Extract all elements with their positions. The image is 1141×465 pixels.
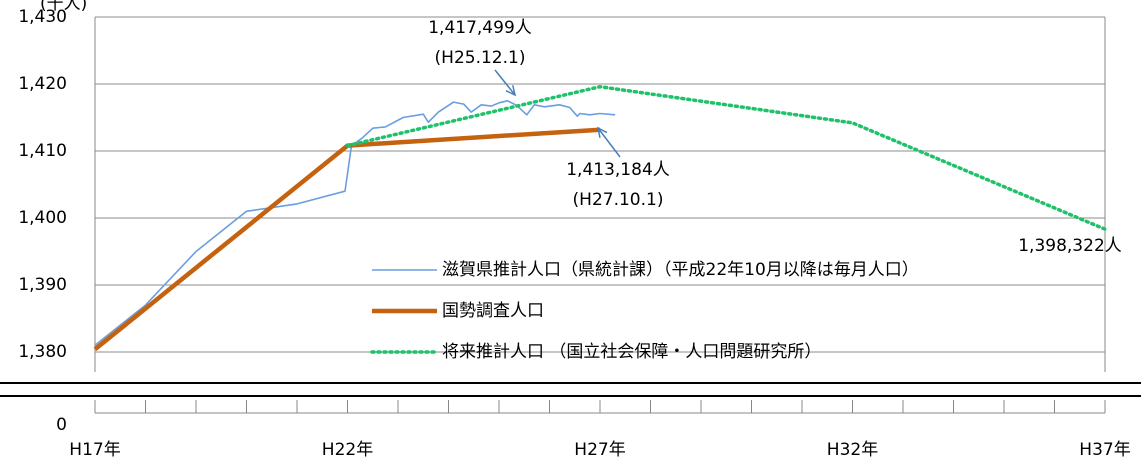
annotation: 1,398,322人 [1018, 236, 1122, 256]
annotation-arrowhead [505, 85, 517, 97]
y-tick-label: 1,410 [18, 141, 67, 161]
legend-label: 将来推計人口 （国立社会保障・人口問題研究所） [442, 342, 821, 362]
annotation-arrow [494, 69, 516, 96]
x-tick-label: H27年 [574, 440, 625, 460]
legend-label: 滋賀県推計人口（県統計課）（平成22年10月以降は毎月人口） [442, 260, 919, 280]
y-tick-label: 1,400 [18, 208, 67, 228]
annotation-arrow [597, 127, 621, 158]
series-line [94, 100, 616, 346]
y-tick-label: 1,380 [18, 342, 67, 362]
y-tick-label: 1,390 [18, 275, 67, 295]
x-tick-label: H37年 [1079, 440, 1130, 460]
annotation: 1,417,499人 [428, 18, 532, 38]
x-tick-label: H17年 [69, 440, 120, 460]
annotation: (H25.12.1) [435, 48, 526, 68]
y-unit: (千人) [40, 0, 87, 14]
legend-label: 国勢調査人口 [442, 301, 544, 321]
series-line [345, 84, 1107, 231]
annotation: 1,413,184人 [566, 160, 670, 180]
x-tick-label: H32年 [827, 440, 878, 460]
legend: 滋賀県推計人口（県統計課）（平成22年10月以降は毎月人口） 国勢調査人口将来推計… [370, 260, 919, 362]
y-tick-label: 1,420 [18, 74, 67, 94]
annotation-arrowhead [596, 126, 608, 138]
y-tick-label: 0 [56, 415, 67, 435]
annotation: (H27.10.1) [573, 190, 664, 210]
y-tick-label: 1,430 [18, 7, 67, 27]
x-tick-label: H22年 [322, 440, 373, 460]
